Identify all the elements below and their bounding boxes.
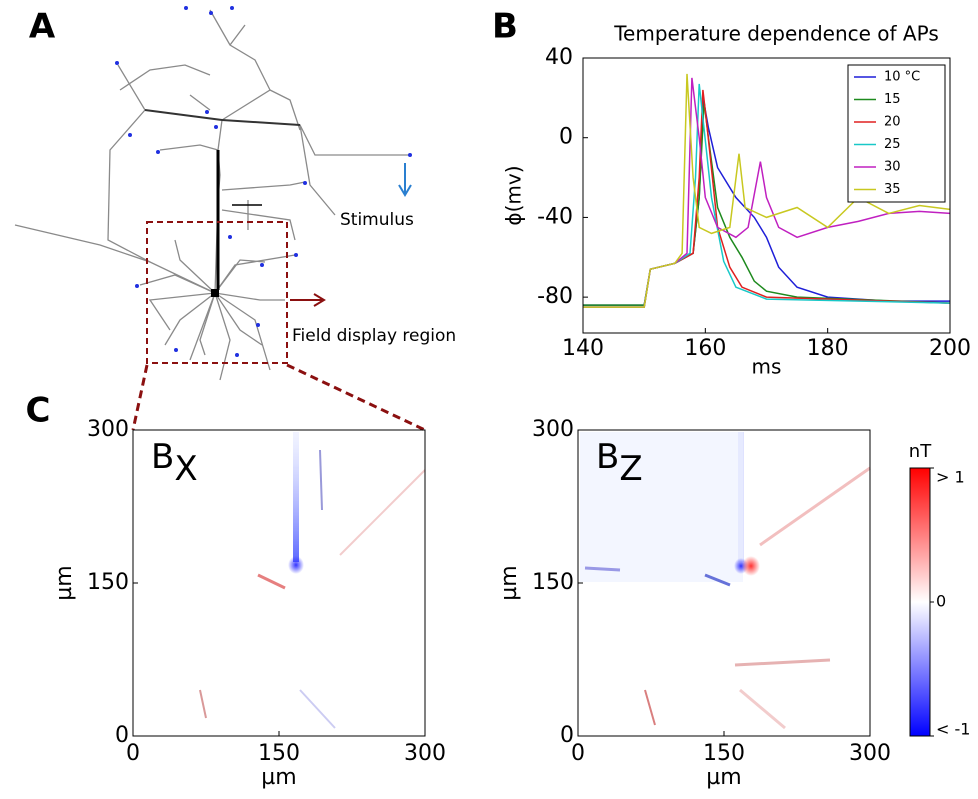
colorbar (909, 467, 931, 737)
legend-box (847, 64, 946, 203)
region-label: Field display region (292, 326, 456, 346)
field-region-box (146, 221, 288, 364)
legend-label: 15 (884, 92, 901, 107)
legend-label: 30 (884, 160, 901, 175)
y-tick-label: 150 (87, 570, 129, 595)
colorbar-tick-label: 0 (936, 592, 946, 611)
zoom-line (286, 363, 426, 432)
x-axis-label: µm (706, 765, 741, 790)
neuron-morphology (14, 6, 412, 381)
x-tick-label: 300 (849, 741, 891, 766)
x-tick-label: 140 (562, 336, 604, 361)
y-tick-label: 150 (532, 570, 574, 595)
title-subscript: Z (619, 449, 642, 489)
y-axis-label: µm (52, 565, 77, 600)
title-main: B (151, 437, 174, 477)
colorbar-tick-label: > 1 (936, 468, 965, 487)
y-tick-label: -40 (537, 204, 573, 229)
x-axis-label: µm (261, 765, 296, 790)
colorbar-label: nT (909, 441, 932, 462)
legend-label: 10 °C (884, 70, 920, 85)
y-tick-label: 0 (560, 723, 574, 748)
y-tick-label: -80 (537, 284, 573, 309)
region-arrow-head (313, 293, 326, 307)
y-tick-label: 0 (559, 125, 573, 150)
y-tick-label: 300 (532, 417, 574, 442)
x-tick-label: 160 (684, 336, 726, 361)
legend-label: 35 (884, 182, 901, 197)
legend-label: 20 (884, 115, 901, 130)
legend-label: 25 (884, 137, 901, 152)
y-tick-label: 40 (545, 45, 573, 70)
title-subscript: X (174, 449, 197, 489)
panel-label: B (492, 7, 518, 47)
chart-title: Temperature dependence of APs (613, 22, 939, 46)
panel-title: BX (151, 437, 198, 489)
title-main: B (596, 437, 619, 477)
zoom-line (131, 364, 149, 431)
x-tick-label: 300 (404, 741, 446, 766)
x-tick-label: 180 (807, 336, 849, 361)
plot-frame (582, 57, 951, 334)
field-pattern (199, 432, 871, 730)
x-axis-label: ms (752, 355, 782, 379)
panel-label: A (29, 7, 56, 47)
x-tick-label: 200 (929, 336, 971, 361)
y-axis-label: ϕ(mv) (502, 165, 526, 225)
stimulus-label: Stimulus (340, 210, 414, 230)
x-tick-label: 150 (258, 741, 300, 766)
stimulus-arrow-head (398, 184, 412, 197)
y-axis-label: µm (497, 565, 522, 600)
x-tick-label: 0 (571, 741, 585, 766)
x-tick-label: 150 (703, 741, 745, 766)
x-tick-label: 0 (126, 741, 140, 766)
panel-title: BZ (596, 437, 643, 489)
y-tick-label: 300 (87, 417, 129, 442)
panel-label: C (26, 391, 51, 431)
y-tick-label: 0 (115, 723, 129, 748)
colorbar-tick-label: < -1 (936, 720, 970, 739)
